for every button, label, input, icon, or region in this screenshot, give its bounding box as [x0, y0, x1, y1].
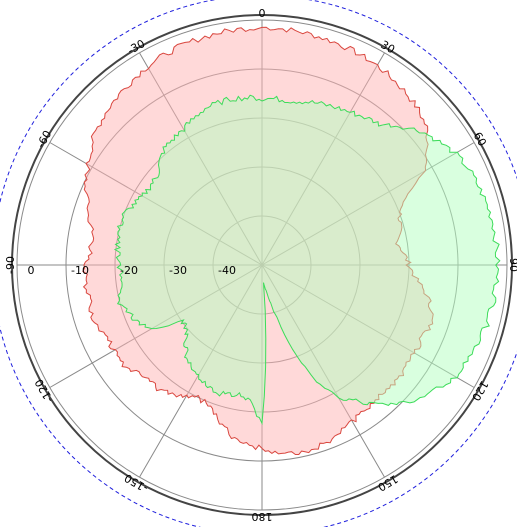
angle-tick-label: 90: [507, 258, 517, 272]
angle-tick-label: -90: [4, 256, 17, 274]
angle-tick-label: 0: [259, 7, 266, 20]
radial-tick-label: 0: [28, 264, 35, 277]
series-layer: [82, 26, 501, 455]
radial-tick-label: -20: [120, 264, 138, 277]
series-2-trace: [113, 94, 501, 426]
radial-tick-label: -30: [169, 264, 187, 277]
angle-tick-label: 180: [252, 510, 273, 523]
radial-tick-labels: -40 -30 -20 -10 0: [28, 264, 236, 277]
radial-tick-label: -10: [71, 264, 89, 277]
radial-tick-label: -40: [218, 264, 236, 277]
angle-tick-label: 60: [471, 130, 489, 149]
angle-tick-label: 30: [378, 38, 397, 56]
